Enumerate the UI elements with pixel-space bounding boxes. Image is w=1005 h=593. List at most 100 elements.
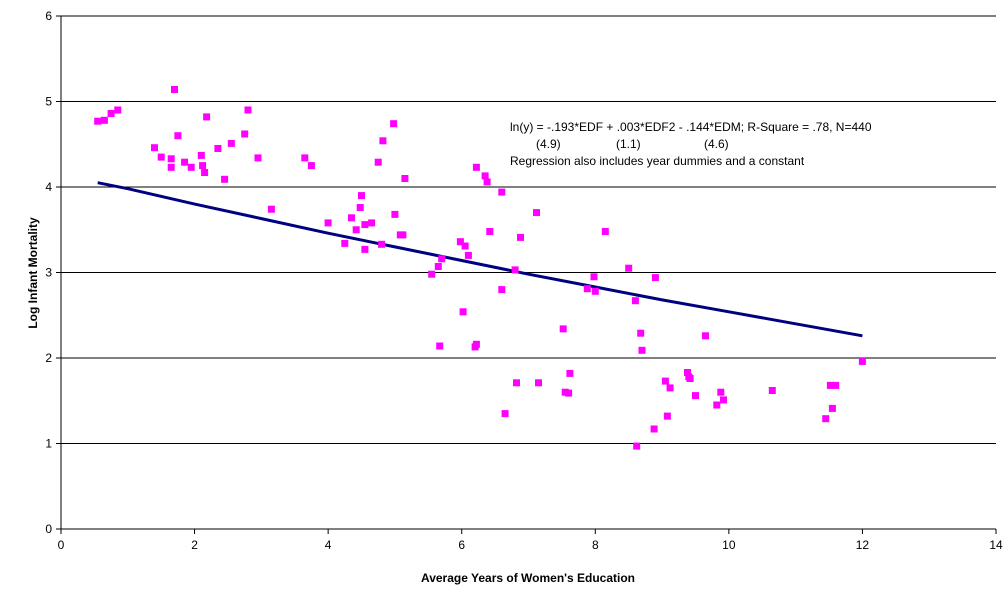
y-tick-label-5: 5 (45, 95, 52, 109)
data-point-10 (181, 158, 189, 166)
data-point-54 (483, 178, 491, 186)
std-error-2: (1.1) (616, 137, 641, 151)
data-point-72 (625, 264, 633, 272)
data-point-78 (651, 274, 659, 282)
data-point-59 (511, 266, 519, 274)
data-point-41 (401, 175, 409, 182)
data-point-42 (428, 270, 436, 278)
data-point-88 (717, 388, 725, 396)
data-point-86 (702, 332, 709, 340)
data-point-64 (559, 325, 567, 333)
data-point-32 (361, 245, 369, 253)
data-point-95 (858, 357, 866, 365)
axes (56, 15, 997, 534)
x-tick-label-10: 10 (722, 538, 736, 552)
data-point-26 (341, 239, 349, 247)
data-point-67 (566, 369, 574, 377)
data-point-28 (352, 226, 360, 234)
data-point-75 (637, 329, 645, 337)
data-point-37 (390, 120, 398, 128)
data-point-57 (498, 286, 506, 294)
data-point-8 (167, 163, 175, 171)
y-tick-label-3: 3 (45, 266, 52, 280)
data-point-34 (374, 158, 382, 166)
data-point-38 (391, 210, 399, 218)
data-point-4 (171, 86, 178, 93)
x-axis-title: Average Years of Women's Education (421, 571, 635, 585)
data-point-48 (461, 242, 469, 250)
data-point-58 (501, 410, 509, 418)
data-point-20 (244, 106, 252, 114)
data-point-69 (590, 273, 598, 281)
data-point-49 (464, 251, 472, 259)
data-point-23 (301, 154, 309, 162)
data-point-61 (517, 233, 524, 241)
data-point-85 (692, 392, 699, 400)
regression-equation: ln(y) = -.193*EDF + .003*EDF2 - .144*EDM… (510, 120, 872, 134)
data-point-14 (201, 169, 209, 176)
data-point-93 (828, 404, 836, 412)
data-point-18 (227, 139, 235, 147)
data-point-46 (456, 238, 464, 246)
data-point-82 (684, 369, 691, 376)
data-point-79 (661, 377, 669, 385)
data-point-3 (114, 106, 122, 114)
y-tick-label-6: 6 (45, 9, 52, 23)
data-point-13 (199, 162, 207, 170)
data-point-87 (713, 401, 721, 409)
std-error-1: (4.9) (536, 137, 561, 151)
regression-trend-line (97, 181, 863, 338)
y-tick-label-1: 1 (45, 437, 52, 451)
regression-annotation: ln(y) = -.193*EDF + .003*EDF2 - .144*EDM… (510, 120, 872, 168)
data-point-92 (826, 381, 834, 389)
data-point-7 (167, 155, 175, 163)
data-point-70 (591, 287, 599, 295)
x-tick-label-12: 12 (856, 538, 870, 552)
data-point-30 (358, 192, 365, 200)
data-point-1 (100, 116, 108, 124)
data-point-35 (378, 240, 386, 248)
data-point-52 (472, 163, 480, 171)
data-point-5 (151, 144, 158, 152)
data-point-84 (686, 375, 694, 382)
y-axis-title: Log Infant Mortality (26, 217, 40, 329)
data-point-63 (535, 379, 542, 387)
x-tick-label-2: 2 (191, 538, 198, 552)
x-tick-label-4: 4 (325, 538, 332, 552)
data-point-60 (513, 379, 520, 387)
data-point-89 (720, 396, 727, 404)
std-error-3: (4.6) (704, 137, 729, 151)
x-tick-label-8: 8 (592, 538, 599, 552)
data-point-36 (379, 137, 387, 145)
x-tick-label-6: 6 (458, 538, 465, 552)
data-point-73 (631, 297, 639, 305)
data-point-44 (436, 342, 444, 350)
grid-lines (61, 15, 996, 444)
data-point-66 (565, 389, 573, 397)
data-point-29 (356, 204, 364, 211)
data-point-40 (399, 231, 407, 239)
data-point-94 (832, 381, 840, 389)
data-point-16 (214, 145, 222, 152)
data-point-17 (221, 175, 229, 183)
data-point-90 (768, 387, 776, 394)
data-point-33 (368, 219, 376, 227)
data-point-12 (197, 151, 205, 159)
data-point-21 (254, 154, 262, 162)
y-tick-label-2: 2 (45, 351, 52, 365)
data-point-74 (633, 442, 641, 450)
regression-note: Regression also includes year dummies an… (510, 154, 805, 168)
data-point-9 (174, 132, 182, 140)
data-point-47 (459, 308, 467, 316)
data-point-11 (187, 163, 195, 171)
data-point-76 (638, 346, 646, 354)
data-point-80 (663, 412, 671, 420)
data-point-15 (203, 113, 211, 121)
data-point-71 (601, 228, 609, 235)
data-point-6 (157, 153, 165, 161)
data-points (94, 86, 866, 450)
x-tick-label-0: 0 (58, 538, 65, 552)
data-point-81 (666, 384, 674, 392)
